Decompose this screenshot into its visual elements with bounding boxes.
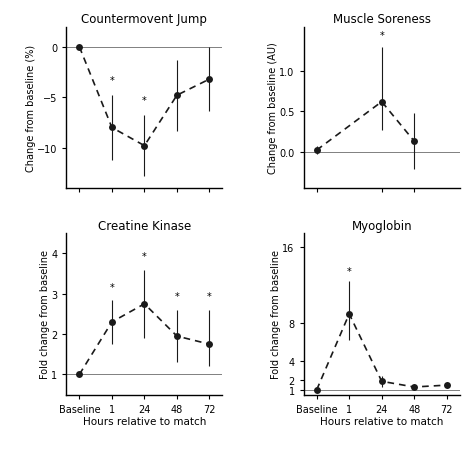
Title: Myoglobin: Myoglobin — [351, 219, 412, 233]
Text: *: * — [109, 282, 114, 292]
Title: Countermovent Jump: Countermovent Jump — [82, 13, 207, 26]
Text: *: * — [174, 291, 179, 301]
Text: *: * — [347, 266, 352, 276]
X-axis label: Hours relative to match: Hours relative to match — [83, 416, 206, 426]
Text: *: * — [207, 291, 212, 301]
Text: *: * — [379, 31, 384, 41]
Text: *: * — [142, 96, 147, 106]
Y-axis label: Change from baseline (AU): Change from baseline (AU) — [268, 42, 278, 174]
Y-axis label: Fold change from baseline: Fold change from baseline — [271, 250, 281, 379]
Text: *: * — [142, 251, 147, 261]
Title: Creatine Kinase: Creatine Kinase — [98, 219, 191, 233]
X-axis label: Hours relative to match: Hours relative to match — [320, 416, 443, 426]
Text: *: * — [109, 76, 114, 86]
Y-axis label: Fold change from baseline: Fold change from baseline — [40, 250, 50, 379]
Title: Muscle Soreness: Muscle Soreness — [333, 13, 431, 26]
Y-axis label: Change from baseline (%): Change from baseline (%) — [26, 45, 36, 172]
